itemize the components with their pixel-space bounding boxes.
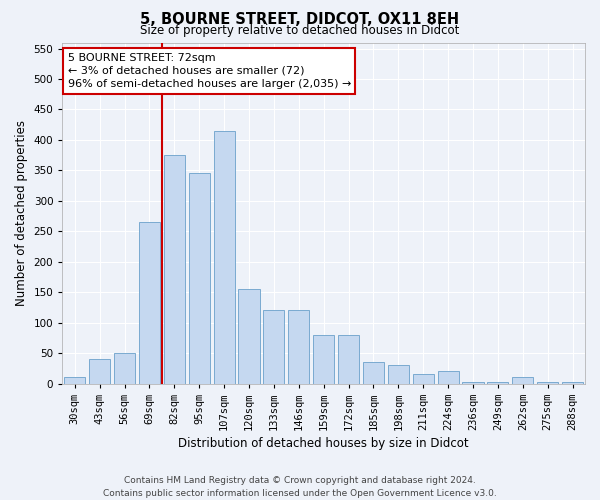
- Bar: [139, 222, 160, 384]
- Bar: [512, 378, 533, 384]
- Text: Size of property relative to detached houses in Didcot: Size of property relative to detached ho…: [140, 24, 460, 37]
- Bar: [463, 382, 484, 384]
- Bar: [388, 366, 409, 384]
- Bar: [288, 310, 310, 384]
- Bar: [313, 335, 334, 384]
- Bar: [562, 382, 583, 384]
- Bar: [238, 289, 260, 384]
- Text: Contains HM Land Registry data © Crown copyright and database right 2024.
Contai: Contains HM Land Registry data © Crown c…: [103, 476, 497, 498]
- Bar: [487, 382, 508, 384]
- Bar: [363, 362, 384, 384]
- Bar: [188, 174, 210, 384]
- X-axis label: Distribution of detached houses by size in Didcot: Distribution of detached houses by size …: [178, 437, 469, 450]
- Text: 5, BOURNE STREET, DIDCOT, OX11 8EH: 5, BOURNE STREET, DIDCOT, OX11 8EH: [140, 12, 460, 28]
- Bar: [338, 335, 359, 384]
- Bar: [89, 359, 110, 384]
- Bar: [64, 378, 85, 384]
- Bar: [437, 372, 458, 384]
- Text: 5 BOURNE STREET: 72sqm
← 3% of detached houses are smaller (72)
96% of semi-deta: 5 BOURNE STREET: 72sqm ← 3% of detached …: [68, 52, 351, 89]
- Y-axis label: Number of detached properties: Number of detached properties: [15, 120, 28, 306]
- Bar: [263, 310, 284, 384]
- Bar: [537, 382, 558, 384]
- Bar: [114, 353, 135, 384]
- Bar: [214, 131, 235, 384]
- Bar: [413, 374, 434, 384]
- Bar: [164, 155, 185, 384]
